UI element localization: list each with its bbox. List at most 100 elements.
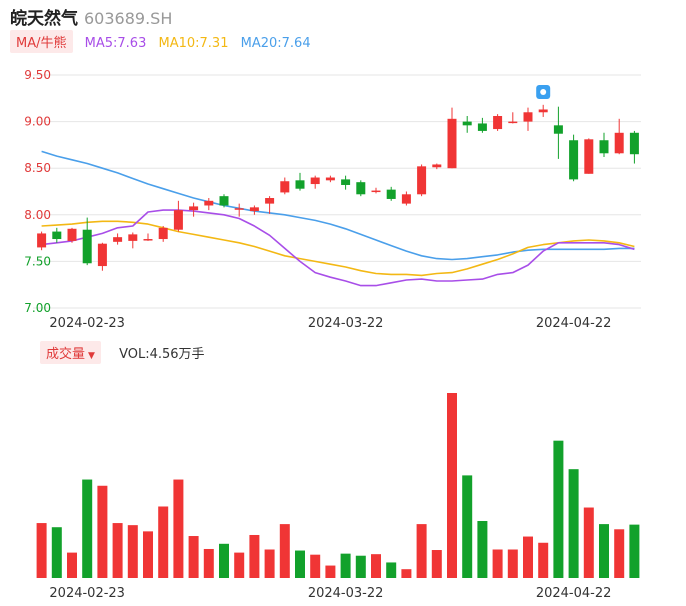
volume-indicator-button[interactable]: 成交量 ▼ xyxy=(40,341,101,364)
volume-legend: 成交量 ▼ VOL:4.56万手 xyxy=(40,341,205,364)
volume-bar-up xyxy=(614,529,625,578)
price-tick-label: 9.00 xyxy=(24,115,51,129)
event-marker-icon[interactable] xyxy=(536,85,551,99)
price-tick-label: 9.50 xyxy=(24,68,51,82)
candle-up xyxy=(280,181,290,193)
candle-up xyxy=(417,166,427,195)
candle-down xyxy=(295,180,305,189)
price-date-label: 2024-03-22 xyxy=(308,316,384,331)
candle-up xyxy=(158,227,168,240)
candle-down xyxy=(629,132,639,155)
volume-bar-down xyxy=(355,555,366,578)
candle-up xyxy=(325,177,335,181)
volume-bar-down xyxy=(568,469,579,578)
candle-up xyxy=(249,207,259,212)
price-date-label: 2024-04-22 xyxy=(536,316,612,331)
candle-down xyxy=(569,140,579,180)
price-tick-label: 8.00 xyxy=(24,208,51,222)
volume-bar-down xyxy=(51,527,62,578)
candle-up xyxy=(371,190,381,193)
volume-bar-up xyxy=(36,523,47,578)
candle-up xyxy=(523,112,533,122)
volume-bar-up xyxy=(523,536,533,578)
volume-bar-up xyxy=(203,548,214,578)
volume-date-label: 2024-03-22 xyxy=(308,586,384,601)
volume-date-label: 2024-02-23 xyxy=(49,586,125,601)
volume-bar-up xyxy=(507,549,518,578)
candle-down xyxy=(219,196,229,206)
ma5-line xyxy=(41,209,635,287)
candle-up xyxy=(584,139,594,174)
volume-bar-down xyxy=(219,543,229,578)
ma5-legend: MA5:7.63 xyxy=(84,36,147,51)
price-date-label: 2024-02-23 xyxy=(49,316,125,331)
volume-bar-down xyxy=(629,524,640,578)
volume-bar-up xyxy=(401,569,412,578)
volume-date-label: 2024-04-22 xyxy=(536,586,612,601)
candle-up xyxy=(493,116,503,130)
candle-up xyxy=(447,118,457,169)
volume-bar-up xyxy=(310,554,321,578)
candle-down xyxy=(553,125,563,134)
candle-down xyxy=(341,179,351,185)
volume-bar-up xyxy=(112,523,123,578)
candle-up xyxy=(310,177,320,185)
candle-down xyxy=(462,121,472,126)
volume-bar-down xyxy=(295,550,305,578)
volume-bar-down xyxy=(462,475,473,578)
volume-bar-up xyxy=(143,531,153,578)
candle-down xyxy=(356,182,366,195)
candle-up xyxy=(401,194,411,204)
volume-bar-up xyxy=(249,534,260,578)
candle-up xyxy=(234,208,244,210)
candle-up xyxy=(432,164,442,168)
candle-down xyxy=(386,189,396,199)
volume-button-label: 成交量 xyxy=(46,347,86,362)
candle-down xyxy=(52,231,62,240)
candle-up xyxy=(204,200,214,206)
volume-bar-down xyxy=(599,524,609,578)
volume-bar-up xyxy=(583,507,594,578)
price-tick-label: 7.50 xyxy=(24,254,51,268)
volume-bar-up xyxy=(97,485,108,578)
candle-up xyxy=(173,210,183,230)
volume-bar-up xyxy=(431,550,442,578)
volume-bar-down xyxy=(477,520,488,578)
candle-up xyxy=(614,132,624,154)
candle-down xyxy=(599,140,609,154)
volume-bar-down xyxy=(340,553,351,578)
ma-legend: MA/牛熊 MA5:7.63 MA10:7.31 MA20:7.64 xyxy=(10,30,311,53)
stock-header: 皖天然气 603689.SH xyxy=(10,4,173,29)
volume-bar-up xyxy=(127,525,138,578)
volume-bar-up xyxy=(325,565,336,578)
candle-up xyxy=(37,233,47,248)
candle-up xyxy=(189,206,199,211)
price-tick-label: 7.00 xyxy=(24,301,51,315)
volume-bar-up xyxy=(158,506,169,578)
volume-bar-up xyxy=(538,542,549,578)
ma20-line xyxy=(41,150,635,261)
stock-name: 皖天然气 xyxy=(10,9,78,29)
candle-up xyxy=(143,239,153,241)
stock-code: 603689.SH xyxy=(84,9,173,28)
ma10-line xyxy=(41,220,635,277)
volume-bar-down xyxy=(553,440,564,578)
volume-bar-up xyxy=(234,552,245,578)
volume-bar-up xyxy=(188,536,199,578)
candle-down xyxy=(82,229,92,264)
volume-bar-up xyxy=(264,549,275,578)
volume-bar-up xyxy=(279,524,290,578)
volume-bar-up xyxy=(447,393,457,578)
candle-down xyxy=(477,123,487,131)
candle-up xyxy=(113,237,123,242)
caret-down-icon: ▼ xyxy=(88,351,95,361)
volume-bar-down xyxy=(82,479,93,578)
volume-bar-up xyxy=(416,524,427,578)
volume-bar-up xyxy=(492,549,503,578)
ma20-legend: MA20:7.64 xyxy=(240,36,311,51)
candle-up xyxy=(97,243,107,267)
ma-indicator-button[interactable]: MA/牛熊 xyxy=(10,30,73,53)
volume-bar-up xyxy=(67,552,77,578)
volume-bar-up xyxy=(173,479,184,578)
